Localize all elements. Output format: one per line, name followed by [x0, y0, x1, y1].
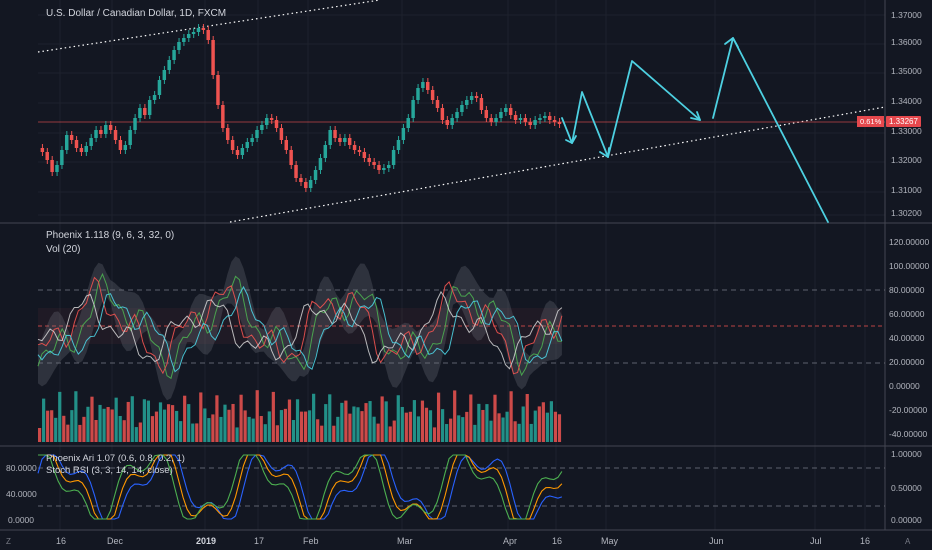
osc-axis-label: 20.00000	[889, 357, 925, 367]
osc-axis-label: 100.00000	[889, 261, 930, 271]
phoenix-indicator-title[interactable]: Phoenix 1.118 (9, 6, 3, 32, 0)	[46, 230, 175, 241]
time-axis-label: 16	[552, 536, 563, 546]
projection-arrows[interactable]	[561, 37, 829, 223]
stoch-right-axis-label: 0.00000	[891, 515, 922, 525]
time-axis-label: 16	[860, 536, 871, 546]
volume-indicator-title[interactable]: Vol (20)	[46, 244, 81, 255]
osc-axis-label: -40.00000	[889, 429, 928, 439]
stoch-left-axis-label: 80.0000	[6, 463, 37, 473]
price-axis-label: 1.30200	[891, 208, 922, 218]
time-axis-label: 16	[56, 536, 67, 546]
osc-axis-label: 40.00000	[889, 333, 925, 343]
volume-bars[interactable]	[38, 390, 562, 442]
price-candles[interactable]	[40, 24, 562, 192]
time-axis-label: Dec	[107, 536, 124, 546]
price-axis-label: 1.36000	[891, 37, 922, 47]
phoenix-ari-title[interactable]: Phoenix Ari 1.07 (0.6, 0.8, 0.2, 1)	[46, 453, 185, 464]
time-axis-label: Feb	[303, 536, 319, 546]
stoch-left-axis-label: 40.0000	[6, 489, 37, 499]
stoch-right-axis-label: 0.50000	[891, 483, 922, 493]
channel-trendlines[interactable]	[37, 0, 886, 223]
time-axis-label: 2019	[196, 536, 217, 546]
zoom-toggle-icon[interactable]: Z	[6, 537, 11, 546]
osc-axis-label: -20.00000	[889, 405, 928, 415]
osc-axis-label: 80.00000	[889, 285, 925, 295]
osc-axis-label: 60.00000	[889, 309, 925, 319]
osc-axis-label: 120.00000	[889, 237, 930, 247]
symbol-title[interactable]: U.S. Dollar / Canadian Dollar, 1D, FXCM	[46, 8, 227, 19]
price-axis-label: 1.35000	[891, 66, 922, 76]
time-axis-label: May	[601, 536, 619, 546]
time-axis-label: Jul	[810, 536, 822, 546]
price-axis-label: 1.31000	[891, 185, 922, 195]
stoch-left-axis-label: 0.0000	[8, 515, 34, 525]
time-axis-label: 17	[254, 536, 265, 546]
time-axis-label: Jun	[709, 536, 724, 546]
phoenix-oscillator[interactable]	[37, 256, 563, 401]
auto-scale-toggle[interactable]: A	[905, 537, 911, 546]
price-axis-label: 1.32000	[891, 155, 922, 165]
stoch-rsi-lines[interactable]	[37, 454, 563, 520]
stoch-rsi-title[interactable]: Stoch RSI (3, 3, 14, 14, close)	[46, 465, 173, 476]
price-axis-label: 1.34000	[891, 96, 922, 106]
stoch-right-axis-label: 1.00000	[891, 449, 922, 459]
last-price-badge: 1.33267	[886, 116, 921, 127]
time-axis-label: Mar	[397, 536, 413, 546]
price-axis-label: 1.33000	[891, 126, 922, 136]
osc-axis-label: 0.00000	[889, 381, 920, 391]
price-axis-label: 1.37000	[891, 10, 922, 20]
change-percent-badge: 0.61%	[857, 116, 885, 127]
time-axis-label: Apr	[503, 536, 518, 546]
